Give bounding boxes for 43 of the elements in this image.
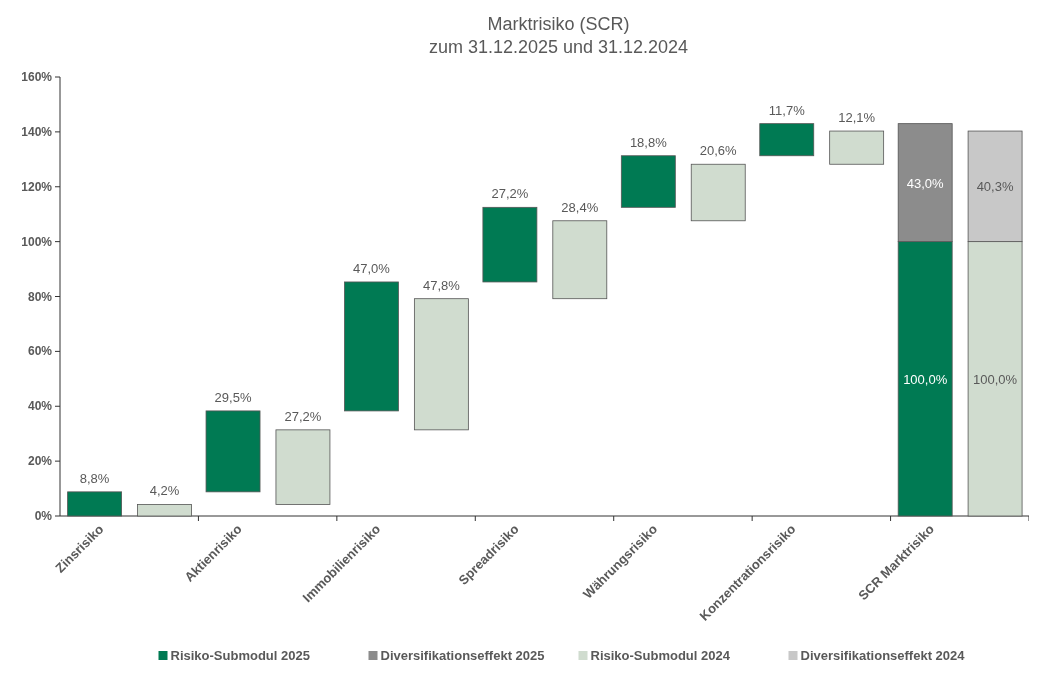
data-label: 40,3% — [976, 179, 1014, 195]
y-tick-label: 0% — [34, 509, 53, 523]
data-label: 4,2% — [149, 483, 180, 499]
data-label: 28,4% — [561, 199, 599, 215]
data-label: 47,0% — [353, 260, 391, 276]
bar — [690, 163, 746, 222]
bar — [552, 220, 608, 300]
y-tick-label: 20% — [27, 454, 53, 469]
y-tick-label: 140% — [21, 124, 53, 139]
data-label: 18,8% — [629, 134, 668, 150]
y-tick-label: 60% — [27, 344, 53, 359]
data-label: 43,0% — [906, 175, 945, 191]
data-label: 100,0% — [973, 371, 1018, 387]
bar — [205, 410, 261, 493]
legend-label: Risiko-Submodul 2024 — [590, 648, 731, 663]
y-tick-label: 100% — [21, 234, 53, 249]
data-label: 20,6% — [699, 143, 738, 159]
data-label: 8,8% — [79, 470, 110, 486]
chart-subtitle: zum 31.12.2025 und 31.12.2024 — [428, 37, 689, 57]
data-label: 100,0% — [903, 371, 948, 387]
bar — [137, 504, 192, 517]
bar — [344, 281, 399, 412]
legend-label: Diversifikationseffekt 2025 — [380, 648, 545, 663]
y-tick-label: 160% — [21, 70, 53, 84]
chart-title: Marktrisiko (SCR) — [487, 14, 630, 34]
data-label: 29,5% — [214, 389, 252, 405]
legend-label: Risiko-Submodul 2025 — [170, 648, 310, 663]
data-label: 47,8% — [422, 277, 461, 293]
data-label: 27,2% — [491, 186, 529, 202]
bar — [829, 130, 885, 165]
bar — [620, 155, 676, 208]
bar — [67, 491, 122, 517]
data-label: 11,7% — [768, 102, 806, 118]
data-label: 27,2% — [284, 408, 322, 424]
bar — [482, 206, 538, 283]
y-tick-label: 80% — [27, 289, 53, 304]
y-tick-label: 40% — [27, 399, 53, 414]
bar — [275, 429, 331, 505]
legend-label: Diversifikationseffekt 2024 — [800, 648, 966, 663]
bar — [413, 298, 469, 431]
data-label: 12,1% — [838, 110, 876, 126]
y-tick-label: 120% — [21, 179, 53, 194]
bar — [759, 123, 815, 157]
